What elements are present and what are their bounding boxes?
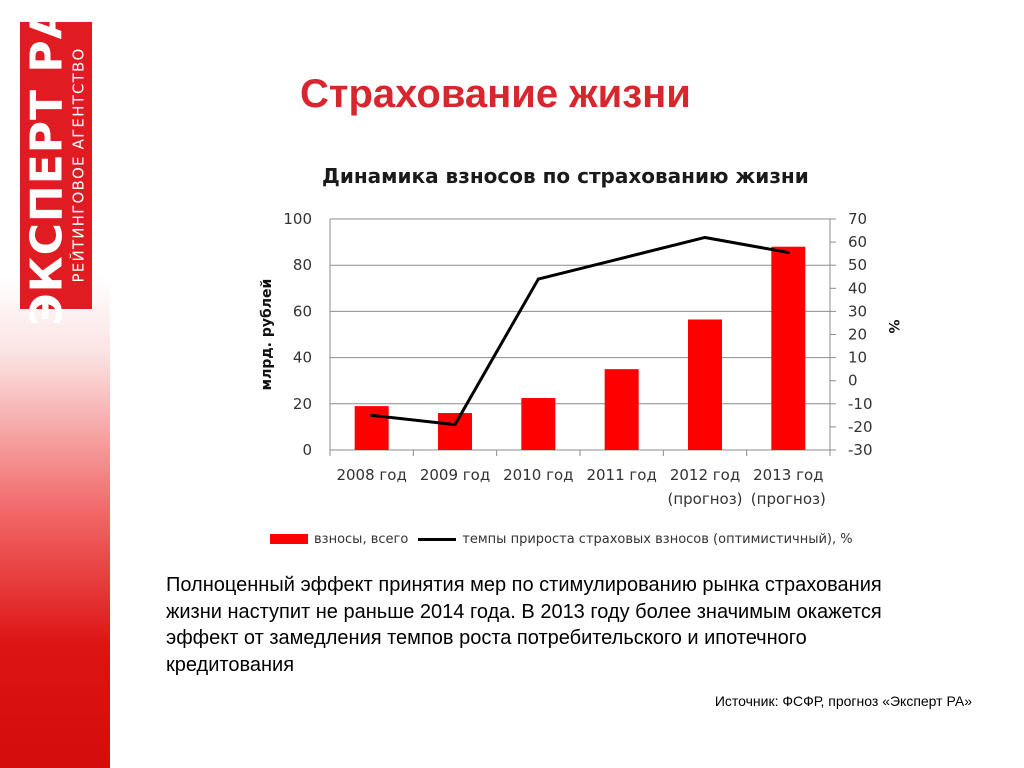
- y-tick-label: 60: [293, 302, 312, 320]
- y-axis-title: млрд. рублей: [259, 279, 275, 391]
- bar: [354, 406, 389, 450]
- source-note: Источник: ФСФР, прогноз «Эксперт РА»: [714, 693, 972, 709]
- legend-bar-label: взносы, всего: [314, 531, 409, 547]
- y2-tick-label: -10: [848, 395, 873, 413]
- y2-tick-label: 40: [848, 279, 867, 297]
- line-point: [786, 250, 790, 254]
- bar: [604, 369, 639, 450]
- bar: [688, 319, 722, 450]
- y-tick-label: 80: [293, 256, 312, 274]
- x-tick-label: (прогноз): [667, 490, 742, 508]
- description-text: Полноценный эффект принятия мер по стиму…: [166, 574, 882, 676]
- y2-tick-label: 50: [848, 256, 867, 274]
- y-tick-label: 20: [293, 395, 312, 413]
- y2-tick-label: 0: [848, 372, 858, 390]
- x-tick-label: (прогноз): [751, 490, 826, 508]
- bar: [521, 398, 556, 450]
- y-tick-label: 100: [283, 210, 312, 228]
- legend-line-label: темпы прироста страховых взносов (оптими…: [462, 531, 853, 547]
- y2-tick-label: 30: [848, 302, 867, 320]
- line-point: [370, 413, 374, 417]
- line-point: [536, 277, 540, 281]
- x-tick-label: 2009 год: [420, 466, 490, 484]
- x-tick-label: 2012 год: [670, 466, 740, 484]
- growth-line: [371, 235, 789, 427]
- y2-tick-label: 10: [848, 349, 867, 367]
- bar: [438, 413, 472, 450]
- y2-tick-label: 70: [848, 210, 867, 228]
- bar: [771, 246, 806, 450]
- chart-title: Динамика взносов по страхованию жизни: [322, 164, 809, 188]
- page-title: Страхование жизни: [300, 72, 691, 116]
- y2-tick-label: -30: [848, 441, 873, 459]
- y2-tick-label: -20: [848, 418, 873, 436]
- legend-bar-swatch: [270, 534, 308, 544]
- line-point: [703, 235, 707, 239]
- x-tick-label: 2008 год: [336, 466, 406, 484]
- y-tick-label: 40: [293, 349, 312, 367]
- line-point: [453, 423, 457, 427]
- x-tick-label: 2013 год: [753, 466, 823, 484]
- x-tick-label: 2011 год: [586, 466, 656, 484]
- logo: ЭКСПЕРТ РА РЕЙТИНГОВОЕ АГЕНТСТВО: [20, 4, 92, 326]
- y-tick-label: 0: [302, 441, 312, 459]
- legend-line-swatch: [418, 537, 457, 541]
- y2-axis-title: %: [885, 319, 901, 333]
- line-point: [620, 256, 624, 260]
- chart-legend: взносы, всего темпы прироста страховых в…: [270, 529, 853, 549]
- y2-tick-label: 20: [848, 326, 867, 344]
- y2-tick-label: 60: [848, 233, 867, 251]
- x-tick-label: 2010 год: [503, 466, 573, 484]
